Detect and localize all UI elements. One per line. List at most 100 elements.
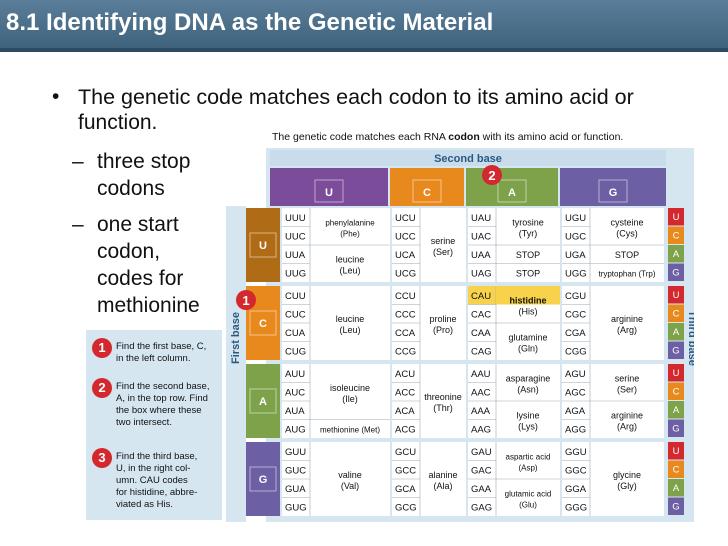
amino-acid-name: glutamine bbox=[508, 333, 547, 343]
codon-label: CAG bbox=[471, 347, 492, 358]
bullet-main-line-2: function. bbox=[78, 111, 158, 134]
codon-label: UCU bbox=[395, 213, 416, 224]
codon-label: AAG bbox=[471, 425, 491, 436]
codon-label: AGU bbox=[565, 369, 586, 380]
amino-acid-abbrev: (Gln) bbox=[518, 344, 538, 354]
amino-acid-name: tyrosine bbox=[512, 218, 544, 228]
amino-acid-name: glutamic acid bbox=[505, 490, 552, 499]
codon-label: CUG bbox=[285, 347, 306, 358]
row-base-letter: A bbox=[259, 396, 267, 408]
amino-acid-name: threonine bbox=[424, 392, 462, 402]
codon-label: GAG bbox=[471, 503, 492, 514]
codon-label: ACA bbox=[395, 406, 415, 417]
marker-second-base-label: 2 bbox=[488, 168, 495, 183]
amino-acid-abbrev: (Ile) bbox=[342, 394, 358, 404]
third-base-letter: A bbox=[673, 249, 680, 260]
codon-label: UCG bbox=[395, 269, 416, 280]
amino-acid-abbrev: (Ala) bbox=[433, 481, 452, 491]
codon-label: GUC bbox=[285, 466, 306, 477]
third-base-tile bbox=[668, 479, 684, 497]
third-base-tile bbox=[668, 497, 684, 515]
row-base-letter: G bbox=[259, 474, 268, 486]
codon-label: GGC bbox=[565, 466, 587, 477]
amino-acid-abbrev: (Arg) bbox=[617, 422, 637, 432]
codon-label: UUU bbox=[285, 213, 306, 224]
row-base-tile-A bbox=[249, 388, 277, 414]
codon-label: GUA bbox=[285, 484, 306, 495]
sub-bullet-2-line-4: methionine bbox=[97, 294, 200, 317]
codon-label: UAG bbox=[471, 269, 492, 280]
amino-acid-name: cysteine bbox=[610, 218, 643, 228]
row-base-letter: U bbox=[259, 240, 267, 252]
amino-acid-abbrev: (Ser) bbox=[433, 247, 453, 257]
column-base-tile-U bbox=[314, 179, 344, 203]
highlight-amino-background bbox=[496, 286, 560, 305]
amino-acid-name: glycine bbox=[613, 470, 641, 480]
third-base-letter: U bbox=[673, 212, 680, 223]
third-base-tile bbox=[668, 226, 684, 244]
amino-acid-abbrev: (Val) bbox=[341, 481, 359, 491]
codon-label: CAC bbox=[471, 310, 491, 321]
step-3-text-line: for histidine, abbre- bbox=[116, 487, 198, 498]
column-base-letter: G bbox=[609, 187, 618, 199]
amino-acid-name: asparagine bbox=[506, 374, 551, 384]
amino-acid-name: tryptophan (Trp) bbox=[598, 269, 655, 278]
codon-label: GGG bbox=[565, 503, 587, 514]
codon-label: CGG bbox=[565, 347, 587, 358]
step-3-text-line: umn. CAU codes bbox=[116, 475, 188, 486]
third-base-letter: C bbox=[673, 387, 680, 398]
third-base-letter: A bbox=[673, 327, 680, 338]
amino-acid-abbrev: (Gly) bbox=[617, 481, 637, 491]
third-base-tile bbox=[668, 263, 684, 281]
codon-label: AAA bbox=[471, 406, 491, 417]
third-base-letter: C bbox=[673, 231, 680, 242]
codon-label: GCC bbox=[395, 466, 416, 477]
amino-acid-name: STOP bbox=[516, 250, 540, 260]
bullet-marker: • bbox=[52, 85, 60, 108]
amino-acid-name: valine bbox=[338, 470, 362, 480]
codon-label: ACU bbox=[395, 369, 415, 380]
codon-label: AGG bbox=[565, 425, 586, 436]
codon-label: UUG bbox=[285, 269, 306, 280]
amino-acid-name: arginine bbox=[611, 314, 643, 324]
codon-label: AAC bbox=[471, 388, 491, 399]
third-base-label: Third base bbox=[686, 310, 694, 366]
codon-label: UGG bbox=[565, 269, 587, 280]
column-base-letter: U bbox=[325, 187, 333, 199]
row-base-tile-G bbox=[249, 466, 277, 492]
codon-label: AGC bbox=[565, 388, 586, 399]
third-base-letter: U bbox=[673, 290, 680, 301]
sub-bullet-dash-2: – bbox=[72, 213, 84, 236]
second-base-label: Second base bbox=[434, 153, 502, 165]
amino-acid-name: serine bbox=[615, 374, 640, 384]
codon-label: CUA bbox=[285, 328, 306, 339]
instruction-panel: 1 Find the first base, C, in the left colu… bbox=[86, 330, 222, 520]
step-1-text-line: in the left column. bbox=[116, 353, 191, 364]
caption-text-end: with its amino acid or function. bbox=[479, 131, 624, 143]
step-2-number: 2 bbox=[92, 378, 112, 398]
title-bar: 8.1 Identifying DNA as the Genetic Mater… bbox=[0, 0, 728, 48]
sub-bullet-1-line-1: three stop bbox=[97, 150, 191, 173]
third-base-letter: U bbox=[673, 368, 680, 379]
third-base-tile bbox=[668, 341, 684, 359]
codon-label: UGA bbox=[565, 250, 586, 261]
codon-label: CUU bbox=[285, 291, 306, 302]
third-base-letter: C bbox=[673, 309, 680, 320]
third-base-tile bbox=[668, 382, 684, 400]
third-base-tile bbox=[668, 460, 684, 478]
codon-label: AUC bbox=[285, 388, 305, 399]
codon-label: CAA bbox=[471, 328, 491, 339]
step-2-text-line: Find the second base, bbox=[116, 381, 210, 392]
codon-label: CAU bbox=[471, 291, 491, 302]
third-base-tile bbox=[668, 208, 684, 226]
third-base-tile bbox=[668, 442, 684, 460]
row-base-tile-U bbox=[249, 232, 277, 258]
codon-label: UGU bbox=[565, 213, 586, 224]
codon-label: GAU bbox=[471, 447, 492, 458]
codon-label: GGU bbox=[565, 447, 587, 458]
row-base-letter: C bbox=[259, 318, 267, 330]
amino-acid-abbrev: (Tyr) bbox=[519, 229, 538, 239]
codon-label: ACG bbox=[395, 425, 416, 436]
codon-label: AUU bbox=[285, 369, 305, 380]
